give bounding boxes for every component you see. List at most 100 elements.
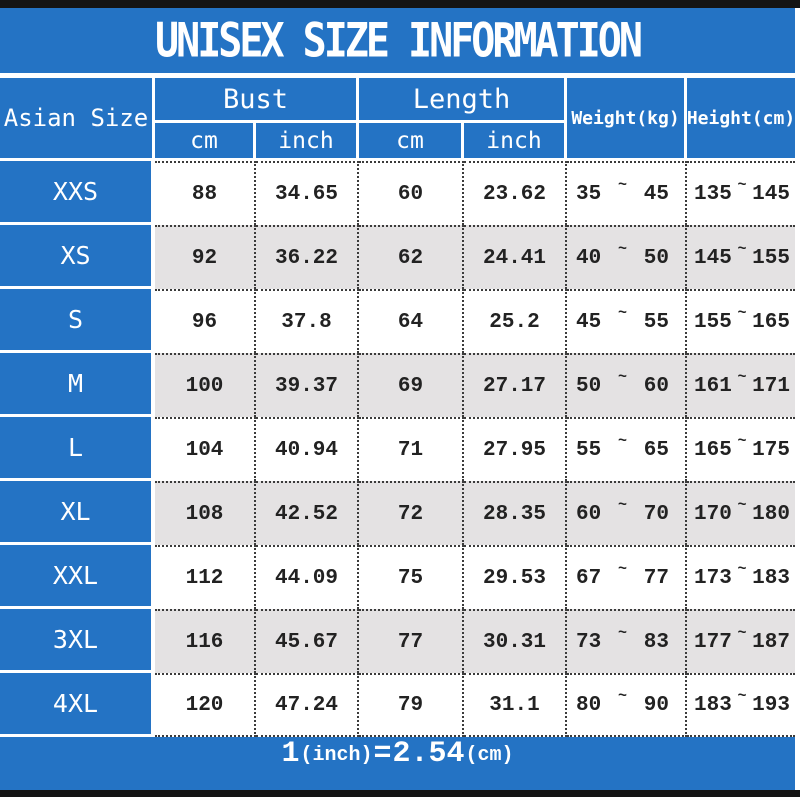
bust-inch-cell: 34.65 xyxy=(256,161,359,225)
size-cell: M xyxy=(0,353,155,417)
height-min: 170 xyxy=(694,502,732,526)
length-cm-cell: 69 xyxy=(359,353,464,417)
tilde: ~ xyxy=(617,687,627,705)
tilde: ~ xyxy=(617,368,627,386)
weight-min: 35 xyxy=(576,182,602,206)
tilde: ~ xyxy=(737,304,747,322)
bust-inch-cell: 37.8 xyxy=(256,289,359,353)
bust-inch-cell: 36.22 xyxy=(256,225,359,289)
height-max: 187 xyxy=(752,630,790,654)
bust-inch-cell: 45.67 xyxy=(256,609,359,673)
tilde: ~ xyxy=(737,432,747,450)
table-header: Asian Size Bust Length Weight(kg) Height… xyxy=(0,78,795,161)
page-title: UNISEX SIZE INFORMATION xyxy=(155,13,643,68)
height-range-cell: 165 ~ 175 xyxy=(687,417,795,481)
table-row-4xl: 4XL 120 47.24 79 31.1 80 ~ 90 183 ~ 193 xyxy=(0,673,795,737)
height-max: 193 xyxy=(752,693,790,717)
weight-min: 80 xyxy=(576,693,602,717)
length-inch-cell: 23.62 xyxy=(464,161,567,225)
height-max: 165 xyxy=(752,310,790,334)
length-inch-cell: 27.17 xyxy=(464,353,567,417)
size-cell: 4XL xyxy=(0,673,155,737)
tilde: ~ xyxy=(617,304,627,322)
title-banner: UNISEX SIZE INFORMATION xyxy=(0,8,795,73)
equals-sign: = xyxy=(373,737,392,771)
header-bust-cm: cm xyxy=(155,123,256,161)
tilde: ~ xyxy=(617,624,627,642)
conversion-unit-inch: (inch) xyxy=(300,744,373,767)
table-row-xs: XS 92 36.22 62 24.41 40 ~ 50 145 ~ 155 xyxy=(0,225,795,289)
height-min: 165 xyxy=(694,438,732,462)
length-cm-cell: 79 xyxy=(359,673,464,737)
tilde: ~ xyxy=(617,240,627,258)
bust-inch-cell: 44.09 xyxy=(256,545,359,609)
weight-min: 45 xyxy=(576,310,602,334)
height-min: 135 xyxy=(694,182,732,206)
header-length-inch: inch xyxy=(464,123,567,161)
conversion-value-cm: 2.54 xyxy=(392,737,465,771)
conversion-unit-cm: (cm) xyxy=(465,744,514,767)
size-cell: XXL xyxy=(0,545,155,609)
length-cm-cell: 62 xyxy=(359,225,464,289)
bust-inch-cell: 42.52 xyxy=(256,481,359,545)
height-min: 161 xyxy=(694,374,732,398)
weight-max: 45 xyxy=(643,182,669,206)
size-cell: XXS xyxy=(0,161,155,225)
bust-cm-cell: 96 xyxy=(155,289,256,353)
tilde: ~ xyxy=(617,496,627,514)
tilde: ~ xyxy=(617,560,627,578)
bust-cm-cell: 120 xyxy=(155,673,256,737)
bust-cm-cell: 92 xyxy=(155,225,256,289)
length-cm-cell: 77 xyxy=(359,609,464,673)
weight-range-cell: 50 ~ 60 xyxy=(567,353,687,417)
weight-max: 55 xyxy=(643,310,669,334)
length-inch-cell: 24.41 xyxy=(464,225,567,289)
height-max: 155 xyxy=(752,246,790,270)
weight-min: 55 xyxy=(576,438,602,462)
length-inch-cell: 28.35 xyxy=(464,481,567,545)
height-max: 171 xyxy=(752,374,790,398)
height-max: 145 xyxy=(752,182,790,206)
weight-max: 50 xyxy=(643,246,669,270)
header-asian-size: Asian Size xyxy=(0,78,155,161)
weight-range-cell: 67 ~ 77 xyxy=(567,545,687,609)
height-max: 180 xyxy=(752,502,790,526)
tilde: ~ xyxy=(737,560,747,578)
tilde: ~ xyxy=(737,496,747,514)
table-row-xxs: XXS 88 34.65 60 23.62 35 ~ 45 135 ~ 145 xyxy=(0,161,795,225)
length-cm-cell: 64 xyxy=(359,289,464,353)
tilde: ~ xyxy=(737,240,747,258)
bust-inch-cell: 39.37 xyxy=(256,353,359,417)
height-range-cell: 177 ~ 187 xyxy=(687,609,795,673)
table-row-xl: XL 108 42.52 72 28.35 60 ~ 70 170 ~ 180 xyxy=(0,481,795,545)
header-bust-inch: inch xyxy=(256,123,359,161)
length-inch-cell: 25.2 xyxy=(464,289,567,353)
top-black-bar xyxy=(0,0,800,8)
table-row-3xl: 3XL 116 45.67 77 30.31 73 ~ 83 177 ~ 187 xyxy=(0,609,795,673)
weight-range-cell: 55 ~ 65 xyxy=(567,417,687,481)
height-range-cell: 170 ~ 180 xyxy=(687,481,795,545)
weight-range-cell: 80 ~ 90 xyxy=(567,673,687,737)
height-range-cell: 173 ~ 183 xyxy=(687,545,795,609)
weight-min: 50 xyxy=(576,374,602,398)
conversion-note: 1 (inch) = 2.54 (cm) xyxy=(0,737,795,790)
length-cm-cell: 75 xyxy=(359,545,464,609)
weight-max: 65 xyxy=(643,438,669,462)
bust-cm-cell: 100 xyxy=(155,353,256,417)
table-row-m: M 100 39.37 69 27.17 50 ~ 60 161 ~ 171 xyxy=(0,353,795,417)
conversion-value-inch: 1 xyxy=(281,737,300,771)
weight-range-cell: 45 ~ 55 xyxy=(567,289,687,353)
weight-range-cell: 73 ~ 83 xyxy=(567,609,687,673)
table-row-xxl: XXL 112 44.09 75 29.53 67 ~ 77 173 ~ 183 xyxy=(0,545,795,609)
height-min: 173 xyxy=(694,566,732,590)
tilde: ~ xyxy=(737,624,747,642)
tilde: ~ xyxy=(617,432,627,450)
table-row-l: L 104 40.94 71 27.95 55 ~ 65 165 ~ 175 xyxy=(0,417,795,481)
height-range-cell: 161 ~ 171 xyxy=(687,353,795,417)
weight-max: 77 xyxy=(643,566,669,590)
weight-range-cell: 40 ~ 50 xyxy=(567,225,687,289)
table-row-s: S 96 37.8 64 25.2 45 ~ 55 155 ~ 165 xyxy=(0,289,795,353)
height-range-cell: 145 ~ 155 xyxy=(687,225,795,289)
length-cm-cell: 71 xyxy=(359,417,464,481)
